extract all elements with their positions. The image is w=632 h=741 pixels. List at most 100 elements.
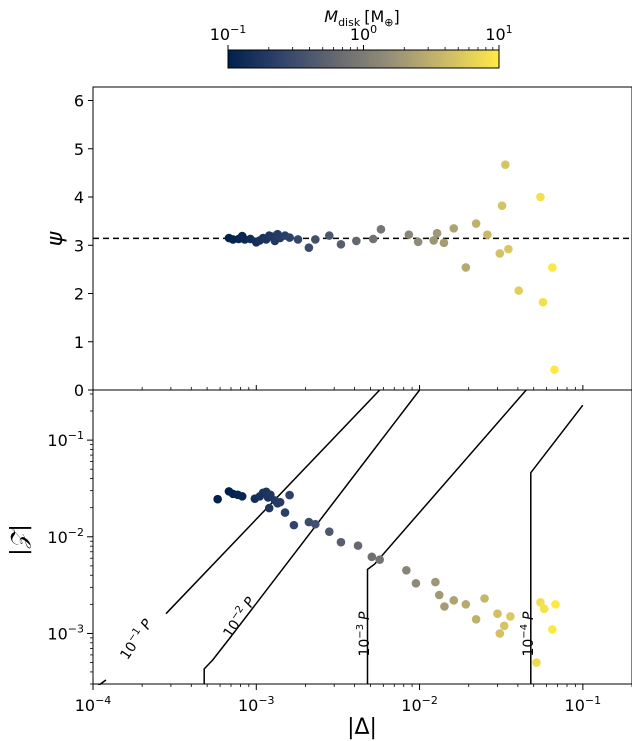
bottom-data-point (434, 590, 444, 600)
bottom-data-point (289, 520, 299, 530)
bottom-y-tick-label: 10−3 (47, 622, 84, 643)
bottom-data-point (440, 602, 449, 611)
top-data-point (376, 225, 386, 234)
top-data-point (324, 231, 334, 240)
bottom-data-point (480, 594, 489, 603)
bottom-data-point (411, 579, 421, 588)
bottom-x-tick-label: 10−1 (565, 694, 602, 715)
bottom-data-point (506, 612, 515, 621)
bottom-x-axis-label: |Δ| (347, 715, 377, 740)
bottom-data-point (304, 517, 314, 527)
top-data-point (336, 239, 346, 249)
contour-line-tail (97, 679, 107, 685)
top-y-tick-label: 6 (74, 92, 84, 111)
bottom-x-ticks: 10−4 10−3 10−2 10−1 (75, 684, 632, 715)
colorbar-label-main: M (324, 7, 338, 26)
bottom-data-point (471, 615, 481, 624)
top-y-tick-label: 2 (74, 285, 84, 304)
bottom-data-point (461, 600, 471, 609)
top-data-point (495, 249, 505, 258)
bottom-data-point (402, 566, 411, 575)
top-y-tick-label: 5 (74, 140, 84, 159)
top-y-axis-label: ψ (43, 231, 68, 246)
colorbar-tick-label: 100 (350, 23, 377, 44)
top-y-tick-label: 3 (74, 236, 84, 255)
bottom-data-point (324, 527, 334, 536)
top-data-point (311, 235, 320, 244)
bottom-points (213, 487, 560, 667)
top-data-point (429, 236, 438, 245)
top-data-point (439, 238, 449, 248)
contour-label: 10−1P (116, 615, 156, 663)
bottom-data-point (336, 537, 346, 547)
top-data-point (538, 297, 548, 307)
bottom-data-point (532, 658, 541, 667)
bottom-data-point (237, 492, 247, 501)
colorbar-tick-label: 10−1 (210, 23, 247, 44)
colorbar-label-unit: [M (364, 7, 384, 26)
contour-line (203, 390, 421, 684)
colorbar-label-unit-sub: ⊕ (384, 16, 393, 29)
contour-label: 10−2P (219, 593, 259, 641)
top-x-ticks (92, 385, 632, 390)
top-data-point (497, 201, 507, 210)
top-data-point (514, 286, 524, 295)
top-panel: 0 1 2 3 4 5 6 ψ (43, 86, 632, 400)
top-data-point (461, 263, 471, 272)
contour-line (366, 390, 527, 684)
bottom-data-point (547, 625, 557, 634)
bottom-x-tick-label: 10−4 (75, 694, 112, 715)
top-data-point (352, 236, 361, 246)
contour-label: 10−4P (519, 611, 537, 657)
top-y-tick-label: 4 (74, 188, 84, 207)
bottom-data-point (539, 604, 549, 614)
top-data-point (304, 243, 314, 252)
bottom-data-point (213, 494, 222, 504)
bottom-y-tick-label: 10−1 (47, 429, 84, 450)
bottom-data-point (375, 555, 385, 564)
top-data-point (500, 160, 510, 169)
bottom-data-point (367, 552, 377, 562)
top-data-point (483, 230, 492, 239)
bottom-y-axis-label: |𝒵| (7, 524, 32, 556)
top-data-point (413, 237, 423, 247)
colorbar-tick-label: 101 (485, 23, 512, 44)
bottom-data-point (493, 609, 502, 619)
bottom-data-point (311, 519, 320, 529)
bottom-axes-frame (92, 389, 632, 685)
bottom-data-point (280, 508, 290, 517)
top-y-tick-label: 0 (74, 381, 84, 400)
top-y-ticks: 0 1 2 3 4 5 6 (74, 92, 93, 400)
colorbar-label-close: ] (393, 7, 399, 26)
bottom-x-tick-label: 10−3 (238, 694, 275, 715)
bottom-x-tick-label: 10−2 (401, 694, 438, 715)
bottom-data-point (275, 497, 285, 507)
top-data-point (432, 228, 442, 238)
bottom-data-point (285, 490, 294, 500)
top-data-point (504, 244, 513, 254)
colorbar-label: Mdisk [M⊕] (324, 7, 399, 29)
bottom-data-point (449, 596, 459, 605)
colorbar-label-sub: disk (338, 16, 361, 29)
top-data-point (404, 230, 414, 239)
top-data-point (471, 219, 481, 228)
top-y-tick-label: 1 (74, 333, 84, 352)
bottom-data-point (495, 629, 505, 638)
top-data-point (293, 235, 303, 244)
top-points (224, 160, 559, 375)
bottom-data-point (353, 541, 363, 550)
top-data-point (449, 224, 459, 233)
bottom-data-point (499, 621, 509, 631)
colorbar-gradient (227, 49, 500, 69)
top-data-point (368, 234, 378, 244)
bottom-y-tick-label: 10−2 (47, 526, 84, 547)
contour-label: 10−3P (355, 611, 373, 657)
bottom-y-ticks: 10−3 10−2 10−1 (47, 393, 93, 685)
bottom-data-point (431, 577, 440, 587)
contour-labels: 10−1P 10−2P 10−3P 10−4P (116, 593, 537, 663)
colorbar-ticks: 10−1 100 101 (210, 23, 513, 50)
top-data-point (285, 233, 294, 242)
contour-line (530, 404, 584, 684)
